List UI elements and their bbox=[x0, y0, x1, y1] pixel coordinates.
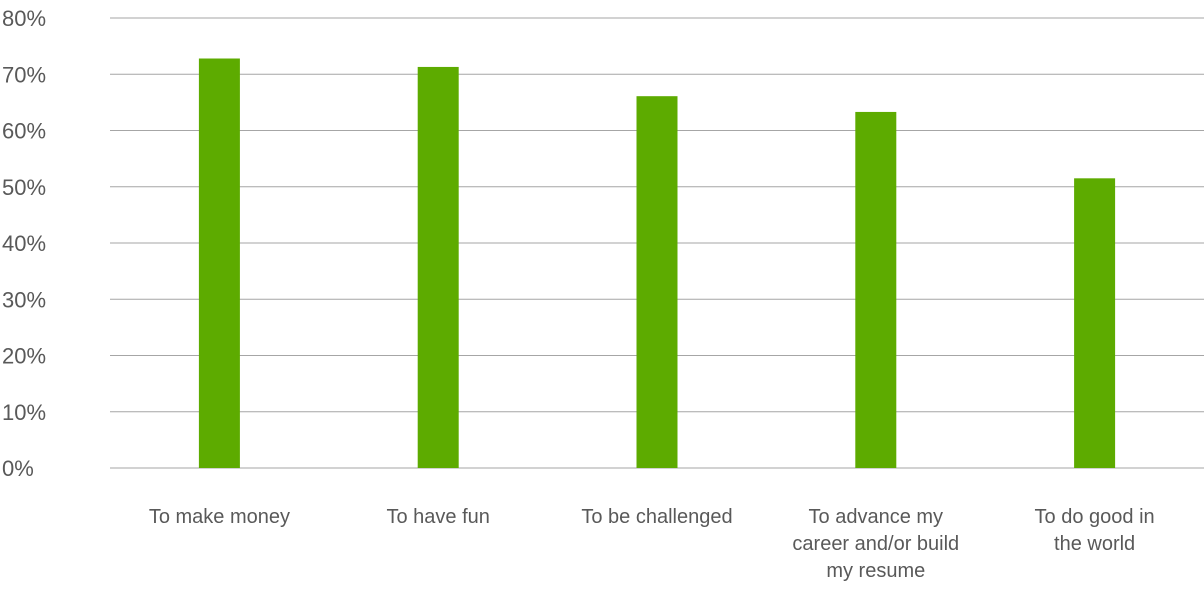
y-tick-label: 20% bbox=[2, 344, 46, 369]
bar bbox=[198, 58, 240, 468]
bar bbox=[636, 96, 678, 468]
y-tick-label: 40% bbox=[2, 231, 46, 256]
y-tick-label: 30% bbox=[2, 287, 46, 312]
x-tick-label: To have fun bbox=[386, 506, 489, 528]
y-tick-label: 70% bbox=[2, 62, 46, 87]
x-tick-label: To be challenged bbox=[581, 506, 732, 528]
x-tick-label: To advance my career and/or build my resum… bbox=[792, 506, 959, 582]
y-tick-label: 10% bbox=[2, 400, 46, 425]
bar bbox=[855, 111, 897, 468]
y-tick-label: 50% bbox=[2, 175, 46, 200]
x-axis-tick-labels: To make money To have fun To be challenged… bbox=[149, 506, 1155, 582]
bars bbox=[198, 58, 1116, 468]
y-tick-label: 80% bbox=[2, 6, 46, 31]
bar bbox=[1074, 178, 1116, 468]
x-tick-label: To make money bbox=[149, 506, 290, 528]
bar bbox=[417, 66, 459, 468]
y-tick-label: 60% bbox=[2, 119, 46, 144]
y-axis-tick-labels: 0% 10% 20% 30% 40% 50% 60% 70% 80% bbox=[2, 6, 46, 481]
y-tick-label: 0% bbox=[2, 456, 34, 481]
x-tick-label: To do good in the world bbox=[1035, 506, 1155, 555]
